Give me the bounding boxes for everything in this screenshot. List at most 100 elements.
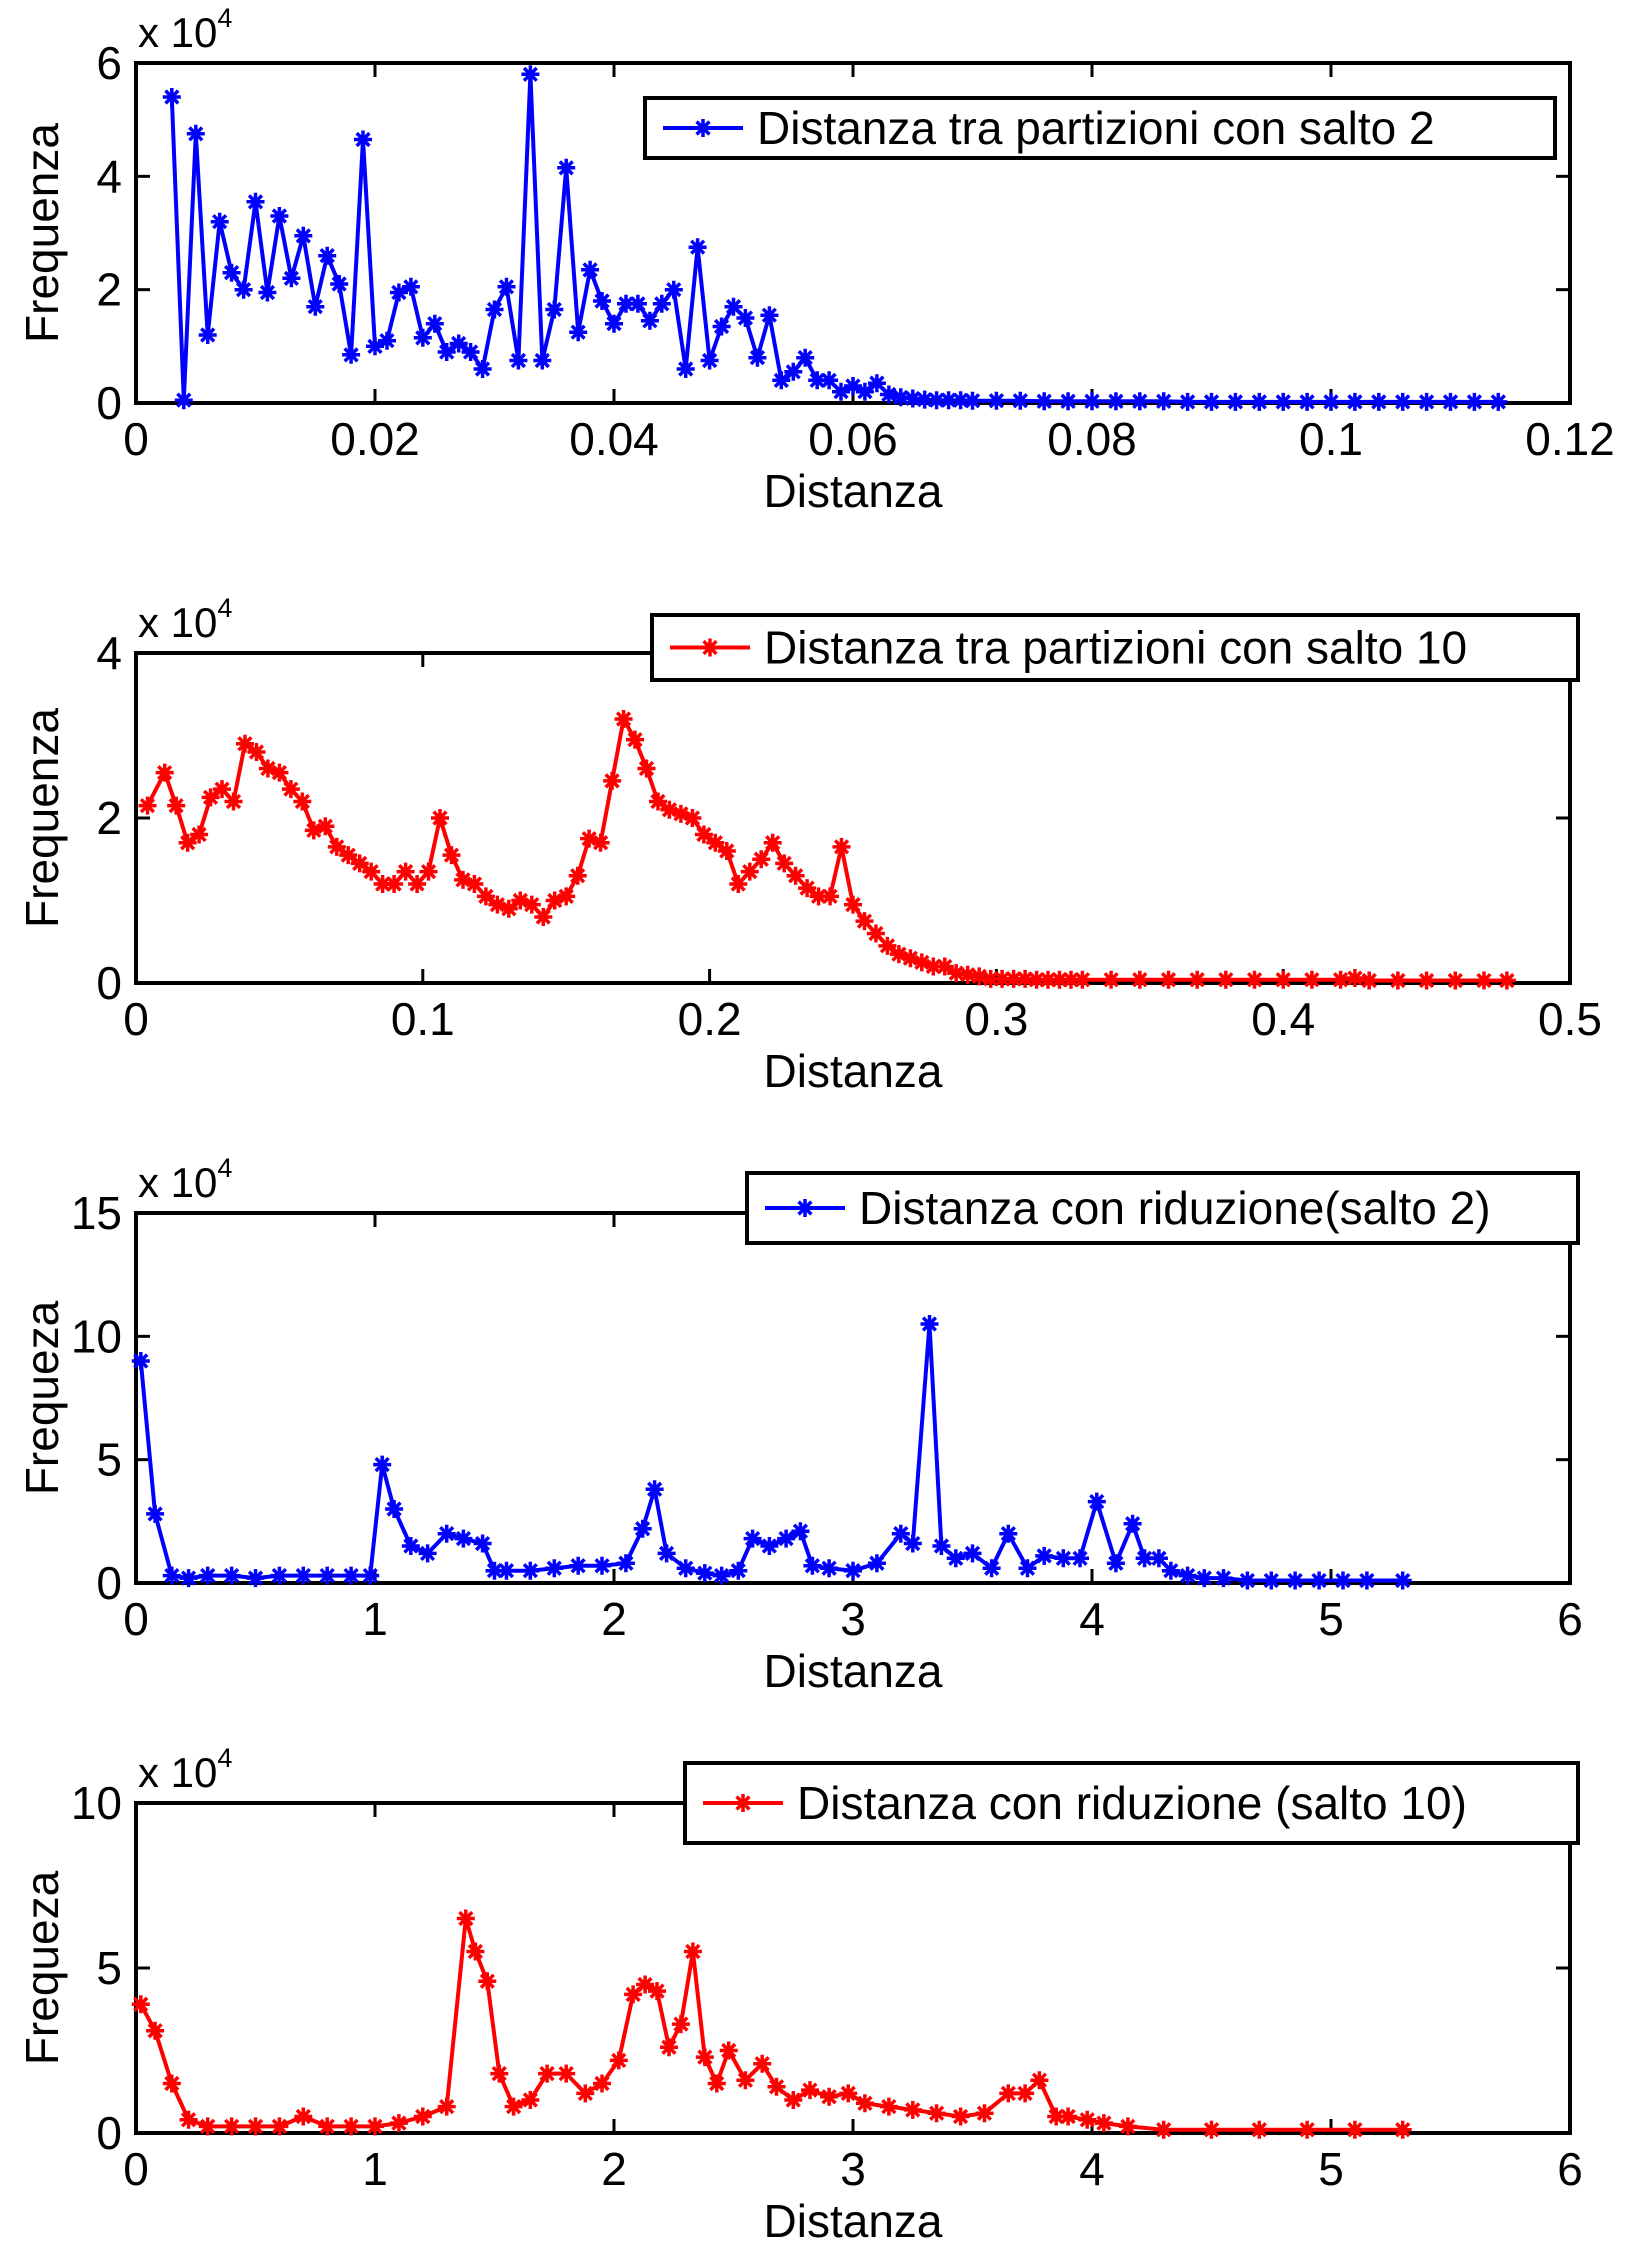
data-point — [671, 804, 690, 823]
data-point — [1497, 971, 1516, 990]
data-point — [1214, 1569, 1233, 1588]
data-point — [1062, 970, 1080, 989]
data-point — [425, 314, 444, 333]
data-point — [975, 2104, 994, 2123]
data-point — [903, 2100, 922, 2119]
data-point — [676, 360, 695, 378]
data-point — [499, 899, 518, 918]
data-point — [247, 743, 266, 761]
x-tick-label: 5 — [1318, 2143, 1344, 2195]
data-point — [1130, 392, 1149, 411]
data-point — [485, 1561, 504, 1580]
data-point — [993, 969, 1012, 988]
data-point — [521, 2091, 540, 2109]
data-point — [294, 2107, 313, 2126]
data-point — [820, 2087, 839, 2106]
legend-box — [650, 613, 1580, 682]
data-point — [473, 1534, 492, 1553]
data-point — [1216, 970, 1235, 989]
data-point — [339, 846, 358, 865]
data-point — [198, 2117, 217, 2136]
y-tick-label: 0 — [96, 957, 122, 1009]
data-point — [1106, 392, 1125, 411]
data-point — [1417, 971, 1436, 990]
data-point — [511, 891, 530, 910]
x-tick-label: 2 — [601, 1593, 627, 1645]
data-point — [366, 337, 384, 356]
data-point — [844, 1561, 862, 1580]
data-point — [174, 391, 193, 410]
data-point — [246, 192, 265, 211]
data-point — [1035, 392, 1054, 411]
data-point — [222, 1566, 241, 1585]
data-point — [791, 1522, 810, 1541]
data-point — [1073, 970, 1092, 989]
data-point — [1357, 1571, 1376, 1590]
y-multiplier-label: x 104 — [138, 3, 232, 56]
data-point — [569, 1556, 588, 1575]
legend-box — [683, 1761, 1580, 1845]
data-point — [820, 1559, 839, 1578]
data-point — [891, 1524, 910, 1543]
x-axis-title: Distanza — [764, 465, 943, 517]
data-point — [437, 343, 456, 361]
data-point — [636, 1975, 655, 1994]
data-point — [1071, 1549, 1089, 1568]
data-point — [695, 2048, 714, 2067]
y-tick-label: 2 — [96, 792, 122, 844]
y-tick-label: 0 — [96, 2107, 122, 2159]
data-point — [1059, 392, 1078, 411]
x-tick-label: 6 — [1557, 2143, 1583, 2195]
data-point — [763, 833, 782, 852]
legend: Distanza con riduzione(salto 2) — [745, 1171, 1580, 1245]
data-point — [222, 2117, 241, 2136]
y-multiplier-label: x 104 — [138, 1153, 232, 1206]
data-point — [784, 2091, 803, 2109]
data-point — [330, 275, 349, 293]
data-point — [1441, 392, 1460, 411]
data-point — [628, 294, 647, 313]
data-point — [270, 1566, 289, 1585]
data-point — [903, 389, 922, 408]
data-point — [614, 710, 633, 728]
data-point — [1016, 969, 1035, 988]
y-axis-title: Frequeza — [16, 1870, 68, 2065]
data-point — [609, 2051, 628, 2070]
x-tick-label: 3 — [840, 1593, 866, 1645]
data-point — [201, 788, 220, 807]
data-point — [155, 763, 174, 782]
data-point — [509, 351, 528, 370]
data-point — [753, 2054, 772, 2073]
x-tick-label: 0 — [123, 2143, 149, 2195]
data-point — [521, 1561, 540, 1580]
data-point — [748, 348, 767, 367]
data-point — [1149, 1549, 1168, 1568]
data-point — [844, 895, 862, 914]
data-point — [131, 1352, 150, 1370]
data-point — [719, 2041, 738, 2060]
data-point — [932, 1537, 951, 1555]
data-point — [1202, 392, 1221, 411]
data-point — [179, 2110, 198, 2129]
data-point — [767, 2077, 786, 2096]
data-point — [1059, 2107, 1078, 2126]
data-point — [1130, 970, 1149, 989]
data-point — [1369, 392, 1388, 411]
data-point — [490, 2064, 509, 2083]
data-point — [234, 280, 253, 299]
data-point — [186, 124, 205, 143]
data-point — [389, 283, 408, 302]
data-point — [454, 870, 472, 889]
data-point — [408, 875, 427, 893]
data-point — [927, 2104, 946, 2123]
data-point — [366, 2117, 384, 2136]
data-point — [1298, 392, 1317, 411]
data-point — [413, 328, 432, 347]
x-tick-label: 0.12 — [1525, 413, 1615, 465]
data-point — [648, 1982, 666, 2001]
data-point — [1083, 392, 1101, 411]
data-point — [178, 833, 197, 852]
data-point — [1250, 392, 1269, 411]
subplot-4: 0 1 2 3 4 5 6 0 5 10 x 104 Distanza Frequeza Distanza… — [16, 1743, 1583, 2247]
data-point — [1465, 392, 1484, 411]
